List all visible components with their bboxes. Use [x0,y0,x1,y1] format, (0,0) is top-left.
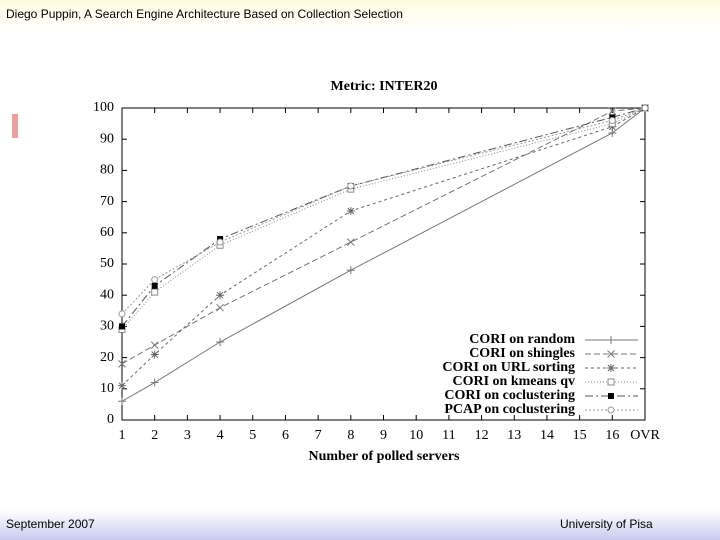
marker [118,359,126,368]
marker [216,303,224,312]
marker [216,291,225,300]
marker [608,107,617,115]
y-tick-label: 80 [100,163,114,178]
x-tick-label: 4 [217,428,224,443]
marker [118,310,126,318]
x-tick-label: OVR [630,428,660,443]
x-tick-label: 11 [442,428,455,443]
marker [216,238,224,246]
legend-label: CORI on shingles [469,346,575,361]
marker [118,397,126,406]
series-line [121,107,646,402]
series-line [121,107,646,315]
series-line [121,107,646,330]
x-tick-label: 7 [315,428,322,443]
marker [151,282,158,289]
y-tick-label: 40 [100,287,114,302]
legend-label: PCAP on coclustering [444,402,575,417]
marker [607,336,615,344]
marker [150,378,159,387]
series-line [121,107,646,365]
chart-title: Metric: INTER20 [331,79,438,94]
marker [641,104,649,112]
series-line [121,107,646,327]
marker [346,238,355,247]
x-tick-label: 15 [573,428,587,443]
y-tick-label: 20 [100,350,114,365]
marker [118,381,126,390]
x-tick-label: 5 [249,428,256,443]
x-axis-label: Number of polled servers [309,449,461,464]
y-tick-label: 10 [100,381,114,396]
x-tick-label: 16 [605,428,619,443]
y-tick-label: 30 [100,319,114,334]
footer: September 2007 University of Pisa [0,510,720,540]
x-tick-label: 14 [540,428,554,443]
legend-label: CORI on URL sorting [442,360,575,375]
marker [608,393,614,399]
y-tick-label: 0 [107,412,114,427]
marker [346,266,355,275]
series-line [121,107,646,387]
marker [347,182,355,190]
x-tick-label: 1 [119,428,126,443]
marker [607,406,615,414]
y-tick-label: 60 [100,225,114,240]
y-tick-label: 100 [93,100,114,115]
y-tick-label: 70 [100,194,114,209]
marker [607,350,615,358]
header-title: Diego Puppin, A Search Engine Architectu… [6,7,403,21]
x-tick-label: 9 [380,428,387,443]
marker [608,116,616,124]
marker [607,378,615,386]
marker [151,288,159,296]
y-tick-label: 50 [100,256,114,271]
marker [346,206,355,215]
legend-label: CORI on kmeans qv [452,374,575,389]
x-tick-label: 12 [475,428,489,443]
marker [151,276,159,284]
x-tick-label: 8 [347,428,354,443]
legend-label: CORI on coclustering [444,388,575,403]
footer-left: September 2007 [6,517,95,531]
x-tick-label: 6 [282,428,289,443]
marker [607,364,615,372]
marker [150,350,159,359]
marker [150,341,159,349]
legend-label: CORI on random [469,332,575,347]
header: Diego Puppin, A Search Engine Architectu… [0,0,720,30]
y-tick-label: 90 [100,131,114,146]
marker [216,338,225,346]
marker [119,323,125,330]
decoration [12,114,18,138]
x-tick-label: 13 [507,428,521,443]
x-tick-label: 3 [184,428,191,443]
footer-right: University of Pisa [560,517,653,531]
x-tick-label: 10 [409,428,423,443]
x-tick-label: 2 [151,428,158,443]
